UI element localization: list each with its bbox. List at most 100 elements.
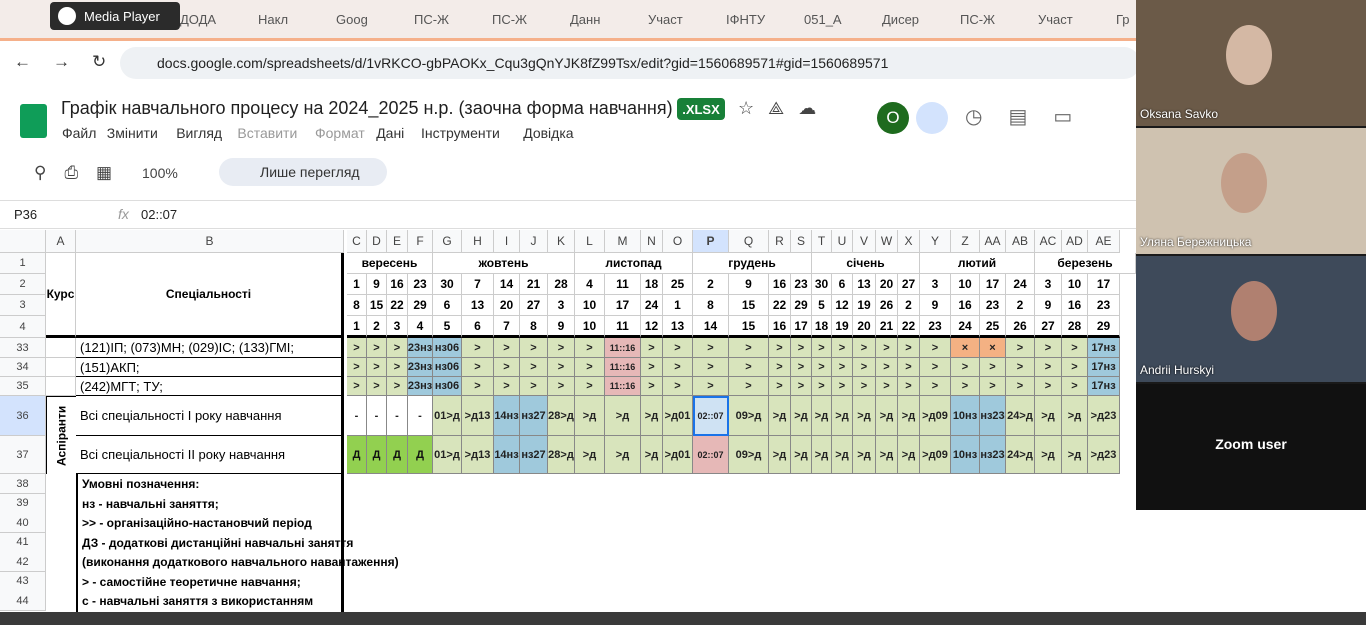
browser-tab[interactable]: Гр: [1116, 12, 1130, 27]
cell: >д: [898, 396, 920, 436]
browser-tab[interactable]: Данн: [570, 12, 601, 27]
week-week-number: 10: [575, 316, 605, 338]
cell: >д: [876, 436, 898, 474]
row-label: Всі спеціальності І року навчання: [76, 396, 344, 436]
toolbar-icons[interactable]: ⚲⎙▦: [34, 163, 131, 182]
week-week-number: 21: [876, 316, 898, 338]
browser-tab[interactable]: Дисер: [882, 12, 920, 27]
cell: >: [1035, 338, 1062, 358]
cell: >: [832, 377, 853, 396]
week-week-number: 20: [853, 316, 876, 338]
browser-tab[interactable]: ПС-Ж: [960, 12, 996, 27]
cell: ×: [980, 338, 1006, 358]
month: січень: [812, 253, 920, 274]
cell: >д13: [462, 436, 494, 474]
browser-tab[interactable]: Участ: [1038, 12, 1073, 27]
legend-border: [76, 474, 344, 625]
menu-item[interactable]: Формат: [315, 125, 365, 141]
row-header: 39: [0, 493, 46, 514]
browser-tab[interactable]: ДОДА: [180, 12, 217, 27]
legend-line: (виконання додаткового навчального наван…: [82, 555, 399, 569]
view-mode-button[interactable]: [219, 158, 387, 186]
column-header: P: [693, 230, 729, 253]
cell: [46, 338, 76, 358]
cell: >: [347, 377, 367, 396]
legend-line: с - навчальні заняття з використанням: [82, 594, 314, 608]
doc-icons[interactable]: ☆⟁☁: [738, 98, 831, 118]
week-week-start: 9: [729, 274, 769, 295]
cell: >д: [832, 396, 853, 436]
week-week-end: 17: [605, 295, 641, 316]
cell: >д: [898, 436, 920, 474]
participant-name: Oksana Savko: [1140, 107, 1219, 121]
cell: ×: [951, 338, 980, 358]
cell: >: [641, 358, 663, 377]
menu-item[interactable]: Змінити: [106, 125, 158, 141]
week-week-end: 3: [548, 295, 575, 316]
cell: >: [641, 338, 663, 358]
row-header: 40: [0, 513, 46, 533]
share-button[interactable]: [916, 102, 948, 134]
row-header: 1: [0, 253, 46, 274]
week-week-start: 13: [853, 274, 876, 295]
cell: нз23: [980, 396, 1006, 436]
menu-item[interactable]: Файл: [62, 125, 97, 141]
legend-line: ДЗ - додаткові дистанційні навчальні зан…: [82, 535, 354, 550]
cell: >: [791, 338, 812, 358]
participant-face: [1221, 153, 1267, 213]
cell: >: [1006, 377, 1035, 396]
browser-tab[interactable]: ПС-Ж: [414, 12, 450, 27]
top-icons[interactable]: ◷▤▭: [965, 106, 1099, 128]
week-week-start: 24: [1006, 274, 1035, 295]
fx-icon: fx: [118, 206, 129, 222]
week-week-start: 25: [663, 274, 693, 295]
cell: >д: [853, 396, 876, 436]
zoom[interactable]: 100%: [142, 165, 178, 181]
column-header: U: [832, 230, 853, 253]
cell: >д: [1062, 436, 1088, 474]
browser-tab[interactable]: Участ: [648, 12, 683, 27]
week-week-start: 30: [812, 274, 832, 295]
week-week-number: 9: [548, 316, 575, 338]
browser-tab[interactable]: ІФНТУ: [726, 12, 766, 27]
cell: >: [548, 377, 575, 396]
week-week-end: 8: [347, 295, 367, 316]
week-week-end: 12: [832, 295, 853, 316]
menu-item[interactable]: Вигляд: [176, 125, 223, 141]
browser-tab[interactable]: Накл: [258, 12, 289, 27]
week-week-start: 1: [347, 274, 367, 295]
cell: 17нз: [1088, 358, 1120, 377]
browser-tab[interactable]: ПС-Ж: [492, 12, 528, 27]
menu-item[interactable]: Дані: [376, 125, 405, 141]
cell: >: [387, 377, 408, 396]
cell: >: [853, 358, 876, 377]
row-header: 4: [0, 316, 46, 338]
menu-item[interactable]: Довідка: [523, 125, 574, 141]
week-week-number: 19: [832, 316, 853, 338]
week-week-start: 28: [548, 274, 575, 295]
column-header: Y: [920, 230, 951, 253]
avatar[interactable]: O: [877, 102, 909, 134]
week-week-start: 6: [832, 274, 853, 295]
nav-buttons[interactable]: ←→↻: [14, 52, 129, 71]
cell: >: [575, 377, 605, 396]
cell: нз27: [520, 396, 548, 436]
week-week-start: 17: [980, 274, 1006, 295]
cell: 10нз: [951, 436, 980, 474]
cell: >: [729, 338, 769, 358]
menu-item[interactable]: Вставити: [237, 125, 298, 141]
week-week-number: 28: [1062, 316, 1088, 338]
column-header: I: [494, 230, 520, 253]
menu-item[interactable]: Інструменти: [421, 125, 500, 141]
column-header: B: [76, 230, 344, 253]
cell: >: [898, 377, 920, 396]
column-header: AA: [980, 230, 1006, 253]
column-header: E: [387, 230, 408, 253]
week-week-start: 27: [898, 274, 920, 295]
browser-tab[interactable]: Goog: [336, 12, 368, 27]
omnibox[interactable]: [120, 47, 1140, 79]
week-week-start: 16: [769, 274, 791, 295]
cell: 01>д: [433, 436, 462, 474]
cell: >: [663, 358, 693, 377]
browser-tab[interactable]: 051_А: [804, 12, 842, 27]
